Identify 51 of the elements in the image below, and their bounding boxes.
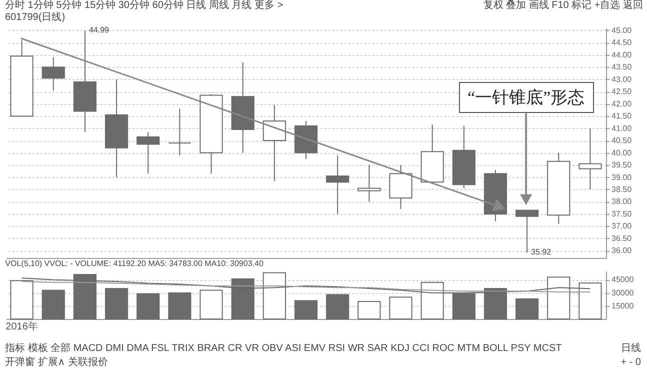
bar <box>326 294 350 320</box>
candlestick <box>262 104 286 182</box>
y-tick-label: 37.50 <box>612 209 632 218</box>
candlestick <box>136 131 160 174</box>
y-tick-label: 15000 <box>612 301 634 310</box>
bar <box>358 301 381 320</box>
y-tick-label: 40.00 <box>612 148 632 158</box>
candlestick <box>578 128 602 190</box>
y-tick-label: 45.00 <box>612 26 632 35</box>
bar <box>168 292 192 320</box>
y-tick-label: 41.50 <box>612 112 632 121</box>
y-tick-label: 44.50 <box>612 38 632 48</box>
candlestick <box>326 154 350 214</box>
y-tick-label: 42.50 <box>612 87 632 96</box>
annotation: 44.99 <box>88 26 110 35</box>
bar <box>294 300 318 320</box>
x-tick-label: 2016年 <box>6 320 38 332</box>
y-tick-label: 38.50 <box>612 184 632 194</box>
chart-title: 601799(日线) <box>5 12 66 24</box>
y-tick-label: 30000 <box>612 288 634 298</box>
text: 指标 模板 全部 MACD DMI DMA FSL TRIX BRAR CR VR OBV ASI EMV RSI WR SAR KDJ CCI ROC MTM BOLL PSY MCST <box>5 343 562 355</box>
y-tick-label: 36.00 <box>612 246 632 256</box>
text: 开弹窗 扩展∧ 关联报价 <box>5 357 108 369</box>
y-tick-label: 45000 <box>612 275 634 284</box>
y-tick-label: 40.50 <box>612 136 632 146</box>
y-tick-label: 42.00 <box>612 99 632 108</box>
bar <box>516 298 539 320</box>
y-tick-label: 38.00 <box>612 197 632 206</box>
bar <box>389 296 412 320</box>
y-tick-label: 43.00 <box>612 74 632 84</box>
bar <box>136 293 160 320</box>
bar <box>42 290 65 320</box>
y-tick-label: 44.00 <box>612 50 632 60</box>
bar <box>200 290 223 320</box>
text: 分时 1分钟 5分钟 15分钟 30分钟 60分钟 日线 周线 月线 更多 > <box>5 0 284 12</box>
y-tick-label: 41.00 <box>612 124 632 133</box>
text: 复权 叠加 画线 F10 标记 +自选 返回 <box>483 0 643 12</box>
annotation: 35.92 <box>531 248 552 257</box>
bar <box>104 288 128 320</box>
text: + - 0 <box>620 357 641 369</box>
y-tick-label: 36.50 <box>612 234 632 243</box>
candlestick <box>42 56 65 91</box>
chart-title: VOL(5,10) VVOL: - VOLUME: 41192.20 MA5: 34783.00 MA10: 30903.40 <box>5 259 264 268</box>
callout-box: “一针锥底”形态 <box>458 82 594 114</box>
y-tick-label: 39.00 <box>612 172 632 182</box>
y-tick-label: 39.50 <box>612 160 632 170</box>
y-tick-label: 43.50 <box>612 62 632 72</box>
y-tick-label: 37.00 <box>612 222 632 231</box>
line-series <box>21 280 591 293</box>
candlestick <box>168 108 192 156</box>
text: 日线 <box>621 343 641 355</box>
